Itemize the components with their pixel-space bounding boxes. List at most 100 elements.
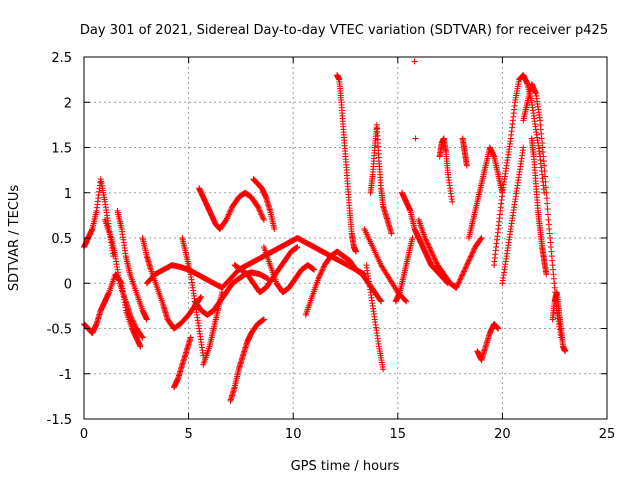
data-point-sat-w: [427, 247, 434, 254]
data-point-outlier: [412, 135, 419, 142]
data-point-sat-w: [426, 244, 433, 251]
data-point-sat-w: [466, 256, 473, 263]
data-point-sat-w: [459, 271, 466, 278]
x-axis-ticks: 0 5 10 15 20 25: [80, 57, 615, 442]
data-point-sat-i: [260, 216, 267, 223]
data-point-sat-w: [467, 254, 474, 261]
y-tick-label: 2.5: [51, 51, 72, 66]
data-point-sat-ad: [542, 178, 549, 185]
y-tick-label: 1: [64, 187, 72, 202]
data-point-sat-p: [315, 274, 322, 281]
chart-title: Day 301 of 2021, Sidereal Day-to-day VTE…: [80, 23, 608, 38]
data-point-sat-l: [260, 316, 267, 323]
data-point-sat-i: [223, 216, 230, 223]
data-point-sat-c: [130, 320, 137, 327]
data-point-sat-w: [467, 253, 474, 260]
data-point-sat-i: [255, 204, 262, 211]
data-point-sat-t: [403, 298, 410, 305]
data-point-sat-w: [457, 275, 464, 282]
data-point-sat-w: [428, 249, 435, 256]
data-point-sat-c: [130, 318, 137, 325]
data-point-sat-w: [455, 279, 462, 286]
y-axis-label: SDTVAR / TECUs: [7, 185, 22, 292]
data-point-sat-c: [128, 314, 135, 321]
data-point-sat-w: [459, 272, 466, 279]
data-point-sat-u: [409, 235, 416, 241]
data-point-sat-w: [470, 248, 477, 255]
data-point-sat-w: [465, 257, 472, 264]
data-point-sat-aa: [495, 325, 502, 332]
data-point-sat-s: [388, 230, 395, 237]
data-point-sat-i: [259, 212, 266, 219]
x-tick-label: 15: [390, 427, 407, 442]
y-tick-label: 0: [64, 277, 72, 292]
data-point-sat-i: [254, 203, 261, 210]
data-point-sat-ad: [545, 211, 552, 218]
data-point-sat-w: [464, 260, 471, 267]
data-point-sat-w: [457, 276, 464, 283]
data-point-sat-p: [316, 273, 323, 280]
data-point-sat-w: [469, 250, 476, 257]
data-point-sat-p: [319, 266, 326, 273]
data-point-sat-w: [421, 235, 428, 241]
data-point-sat-w: [460, 268, 467, 275]
data-point-sat-k: [219, 289, 226, 296]
data-point-sat-c: [127, 311, 134, 318]
data-point-sat-i: [224, 214, 231, 221]
data-point-sat-i: [225, 212, 232, 219]
data-point-sat-p: [319, 267, 326, 274]
data-point-sat-w: [469, 249, 476, 256]
data-point-sat-p: [315, 275, 322, 282]
y-tick-label: 2: [64, 96, 72, 111]
data-point-sat-i: [257, 210, 264, 217]
y-tick-label: -1.5: [47, 413, 72, 428]
data-point-sat-i: [223, 215, 230, 222]
data-point-sat-o: [311, 266, 318, 273]
x-axis-label: GPS time / hours: [291, 459, 400, 474]
data-point-sat-w: [428, 248, 435, 255]
data-point-sat-w: [454, 283, 461, 290]
data-point-sat-w: [470, 246, 477, 253]
data-point-outlier: [411, 58, 418, 65]
data-point-sat-c: [128, 315, 135, 322]
data-point-sat-w: [423, 239, 430, 246]
data-point-sat-w: [432, 256, 439, 263]
data-point-sat-ad: [541, 168, 548, 175]
data-point-sat-x: [449, 198, 456, 205]
data-point-sat-w: [425, 241, 432, 248]
y-tick-label: -1: [59, 368, 72, 383]
data-point-sat-af: [562, 348, 569, 355]
data-point-sat-w: [465, 258, 472, 265]
data-point-sat-w: [424, 240, 431, 247]
data-point-sat-i: [226, 210, 233, 217]
data-point-sat-w: [456, 277, 463, 284]
data-point-sat-n: [271, 225, 278, 232]
data-point-sat-m: [294, 244, 301, 251]
data-point-sat-w: [458, 273, 465, 280]
data-point-sat-i: [228, 206, 235, 213]
x-tick-label: 25: [599, 427, 616, 442]
data-point-sat-p: [320, 264, 327, 271]
data-point-sat-c: [139, 334, 146, 341]
data-point-sat-p: [317, 271, 324, 278]
data-point-sat-ad: [543, 189, 550, 196]
data-point-sat-c: [131, 321, 138, 328]
data-point-sat-w: [432, 258, 439, 265]
data-point-sat-g: [187, 334, 194, 341]
data-point-sat-c: [132, 322, 139, 329]
data-point-sat-i: [260, 215, 267, 222]
y-tick-label: 0.5: [51, 232, 72, 247]
data-point-sat-w: [422, 236, 429, 243]
data-point-sat-i: [258, 211, 265, 218]
x-tick-label: 0: [80, 427, 88, 442]
data-point-sat-i: [257, 208, 264, 215]
data-point-sat-ad: [542, 184, 549, 191]
data-point-sat-c: [129, 317, 136, 324]
data-point-sat-q: [352, 248, 359, 255]
data-point-sat-w: [461, 267, 468, 274]
data-point-sat-e: [197, 294, 204, 301]
data-point-sat-w: [455, 280, 462, 287]
data-point-sat-w: [464, 261, 471, 268]
data-point-sat-i: [256, 207, 263, 214]
